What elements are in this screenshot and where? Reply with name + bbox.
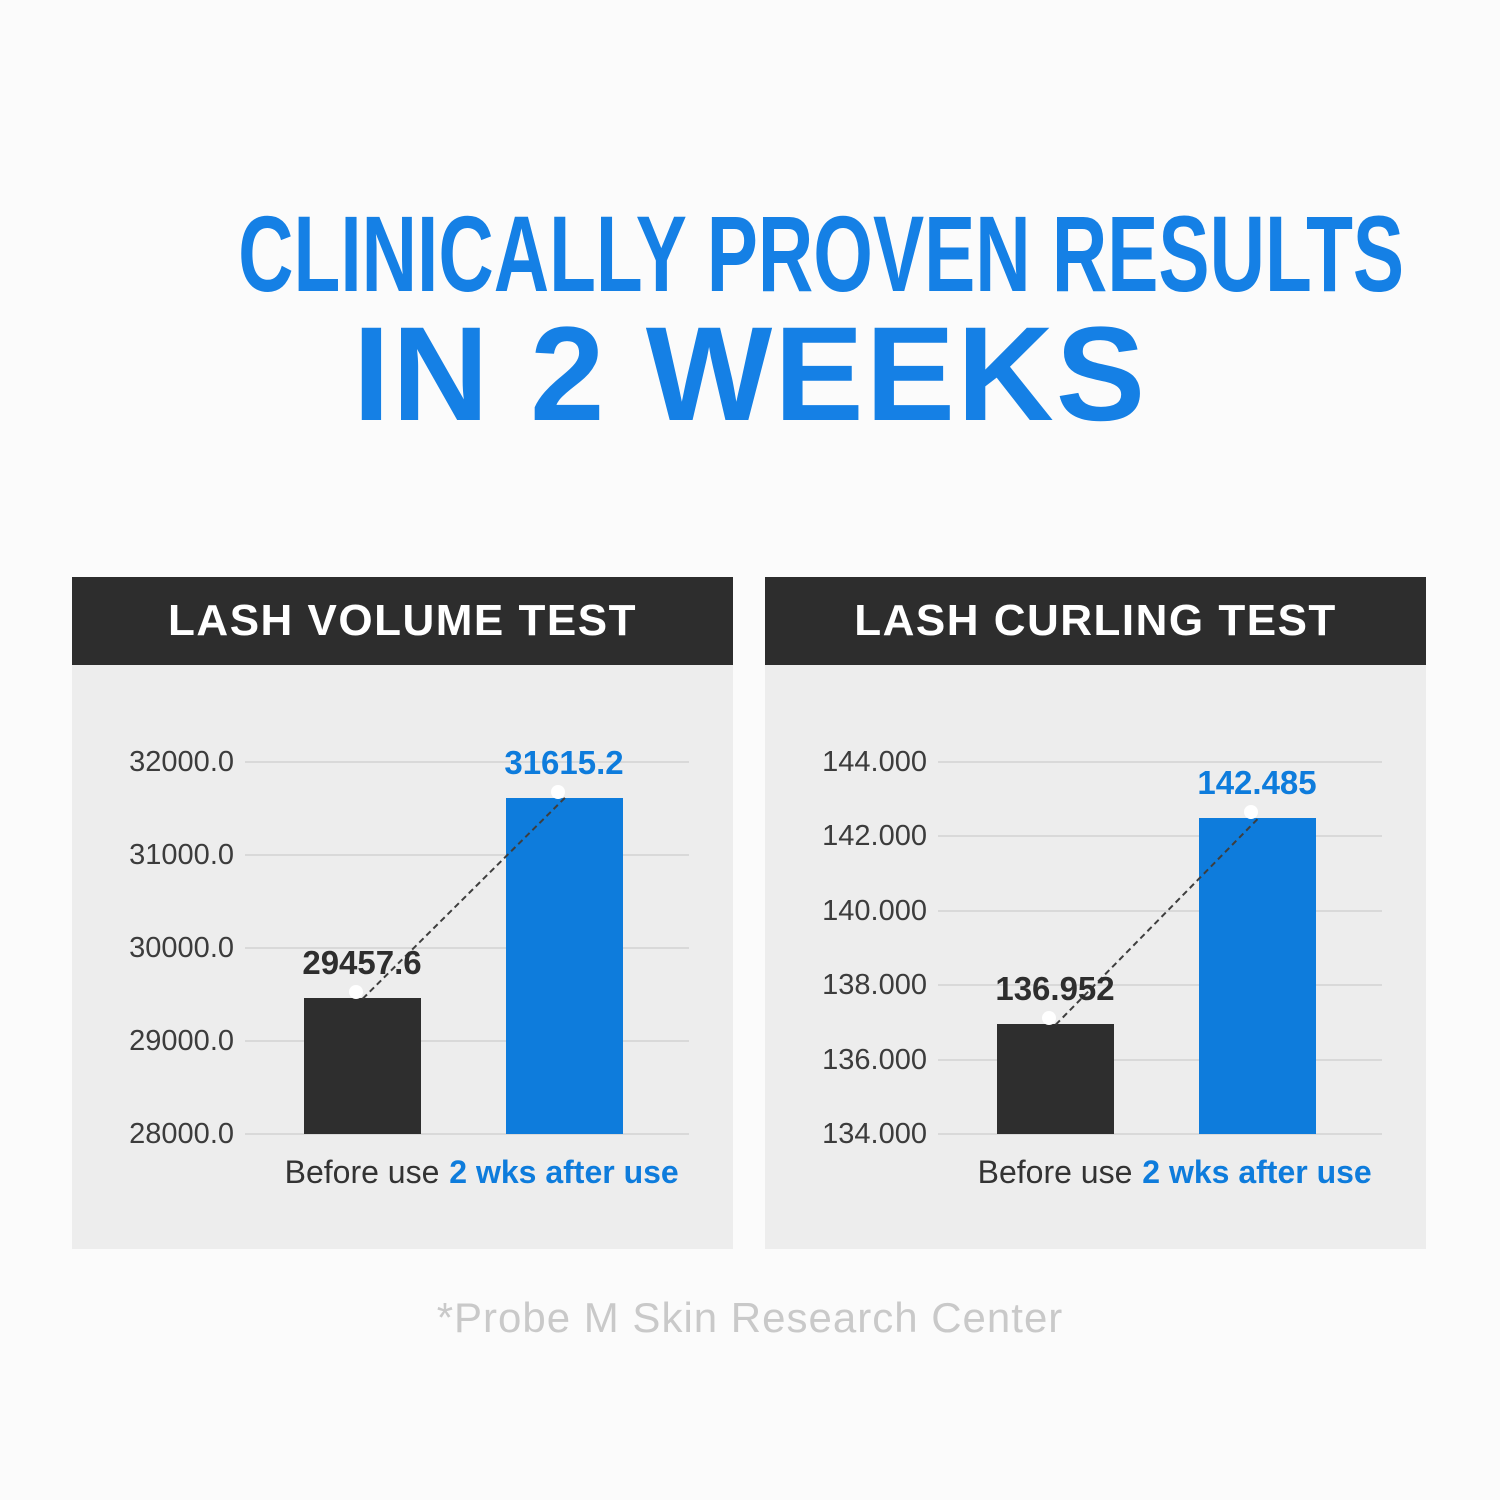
panel-header-lash-volume: LASH VOLUME TEST (72, 577, 733, 665)
y-tick-label: 134.000 (822, 1118, 927, 1150)
gridline (938, 1058, 1382, 1061)
y-tick-label: 31000.0 (129, 839, 234, 871)
marker-after-use (551, 784, 565, 799)
x-label-before-use: Before use (977, 1154, 1133, 1190)
gridline (245, 761, 689, 763)
gridline (938, 984, 1382, 987)
footer-note: *Probe M Skin Research Center (436, 1294, 1064, 1341)
panel-title: LASH VOLUME TEST (168, 596, 637, 645)
chart-body-lash-volume: 32000.0 31000.0 30000.0 29000.0 28000.0 29457… (72, 665, 733, 1249)
bar-before-use (996, 1024, 1114, 1134)
marker-after-use (1244, 805, 1258, 820)
value-label-after-use: 142.485 (1197, 764, 1317, 802)
y-tick-label: 142.000 (822, 820, 927, 853)
chart-panel-lash-curling: LASH CURLING TEST 144.000 142.000 140.000 1… (765, 577, 1426, 1249)
gridline (938, 761, 1382, 763)
x-label-after-use: 2 wks after use (449, 1154, 679, 1190)
value-label-before-use: 136.952 (995, 970, 1115, 1008)
y-tick-label: 29000.0 (129, 1025, 234, 1057)
value-label-after-use: 31615.2 (504, 743, 624, 781)
panel-header-lash-curling: LASH CURLING TEST (765, 577, 1426, 665)
bar-after-use (1198, 818, 1316, 1134)
charts-row: LASH VOLUME TEST 32000.0 31000.0 30000.0 29… (72, 577, 1426, 1249)
page-title-line1: CLINICALLY PROVEN RESULTS (238, 193, 1405, 314)
page-title: CLINICALLY PROVEN RESULTS IN 2 WEEKS (0, 200, 1500, 442)
gridline (245, 854, 689, 856)
page-title-line2: IN 2 WEEKS (352, 300, 1148, 449)
marker-before-use (1042, 1011, 1056, 1026)
y-tick-label: 136.000 (822, 1043, 927, 1076)
y-tick-label: 138.000 (822, 969, 927, 1002)
gridline (245, 947, 689, 949)
y-tick-label: 32000.0 (129, 746, 234, 778)
x-label-before-use: Before use (284, 1154, 440, 1190)
gridline (938, 1133, 1382, 1135)
y-tick-label: 140.000 (822, 894, 927, 927)
value-label-before-use: 29457.6 (302, 944, 422, 982)
y-tick-label: 28000.0 (129, 1118, 234, 1150)
panel-title: LASH CURLING TEST (854, 596, 1337, 645)
gridline (245, 1133, 689, 1135)
bar-before-use (303, 998, 421, 1134)
chart-panel-lash-volume: LASH VOLUME TEST 32000.0 31000.0 30000.0 29… (72, 577, 733, 1249)
gridline (938, 909, 1382, 912)
bar-after-use (505, 797, 623, 1134)
y-tick-label: 30000.0 (129, 932, 234, 964)
x-label-after-use: 2 wks after use (1142, 1154, 1372, 1190)
gridline (938, 835, 1382, 838)
gridline (245, 1040, 689, 1042)
chart-body-lash-curling: 144.000 142.000 140.000 138.000 136.000 134.0… (765, 665, 1426, 1249)
marker-before-use (349, 985, 363, 1000)
y-tick-label: 144.000 (822, 746, 927, 778)
